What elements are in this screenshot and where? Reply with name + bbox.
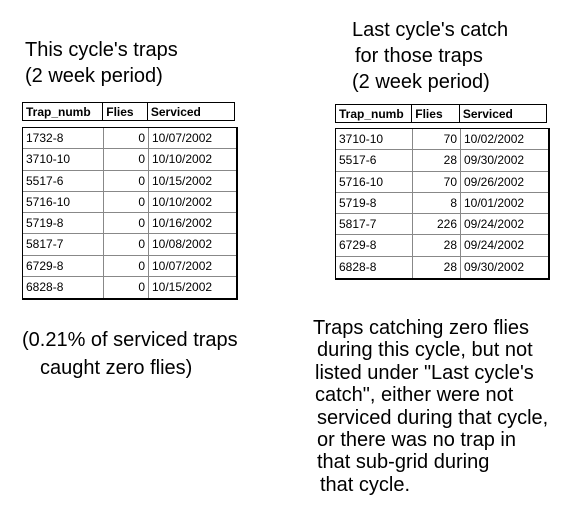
header-cell: Serviced <box>150 105 201 119</box>
title: for those traps <box>355 45 483 67</box>
note-line: catch", either were not <box>315 384 514 407</box>
table-cell: 8 <box>413 192 461 214</box>
table-cell: 28 <box>413 256 461 279</box>
table-body: 3710-10 70 10/02/2002 5517-6 28 09/30/2002 571… <box>335 128 550 281</box>
table-cell: 70 <box>413 129 461 150</box>
header-cell: Flies <box>412 105 460 122</box>
table-cell: 5517-6 <box>336 150 413 171</box>
table-row: 1732-8 0 10/07/2002 <box>23 128 236 150</box>
table-cell: 6828-8 <box>23 277 104 299</box>
table-row: 5817-7 0 10/08/2002 <box>23 234 236 256</box>
table-cell: 0 <box>104 170 149 191</box>
table-row: 5716-10 0 10/10/2002 <box>23 191 236 214</box>
table-cell: 0 <box>104 234 149 255</box>
table-cell: 5719-8 <box>336 192 413 214</box>
note: (0.21% of serviced traps <box>22 329 238 351</box>
table-cell: 10/16/2002 <box>152 216 213 231</box>
table-row: 5719-8 8 10/01/2002 <box>336 192 548 215</box>
table-cell: 28 <box>413 150 461 171</box>
table-cell: 10/07/2002 <box>152 131 213 145</box>
table-cell: 09/26/2002 <box>464 174 525 189</box>
table-cell: 09/24/2002 <box>464 217 525 232</box>
table-cell: 6729-8 <box>23 255 104 277</box>
table-cell: 09/24/2002 <box>464 238 525 253</box>
header-cell: Trap_numb <box>23 103 104 120</box>
header-cell: Serviced <box>462 107 513 121</box>
table-header: Trap_numb Flies Serviced <box>22 102 235 121</box>
note-line: during this cycle, but not <box>317 339 533 362</box>
table-cell: 0 <box>104 149 149 170</box>
table-row: 6729-8 0 10/07/2002 <box>23 255 236 278</box>
table-row: 6729-8 28 09/24/2002 <box>336 235 548 257</box>
table-row: 3710-10 0 10/10/2002 <box>23 149 236 171</box>
table-cell: 10/10/2002 <box>152 152 213 167</box>
table-cell: 6729-8 <box>336 235 413 256</box>
table-row: 6828-8 28 09/30/2002 <box>336 256 548 279</box>
title: (2 week period) <box>25 65 163 87</box>
table-cell: 0 <box>104 128 149 149</box>
table-cell: 5517-6 <box>23 170 104 191</box>
table-cell: 5719-8 <box>23 213 104 234</box>
table-cell: 10/02/2002 <box>464 132 525 146</box>
table-cell: 10/15/2002 <box>152 173 213 188</box>
note-line: serviced during that cycle, <box>317 406 549 429</box>
table-cell: 10/10/2002 <box>152 194 213 209</box>
title: (2 week period) <box>352 71 490 93</box>
table-cell: 10/08/2002 <box>152 237 213 252</box>
table-cell: 70 <box>413 171 461 192</box>
table-row: 5716-10 70 09/26/2002 <box>336 171 548 193</box>
table-row: 3710-10 70 10/02/2002 <box>336 129 548 151</box>
table-header: Trap_numb Flies Serviced <box>335 104 547 123</box>
table-cell: 6828-8 <box>336 256 413 279</box>
table-cell: 0 <box>104 255 149 277</box>
table-cell: 09/30/2002 <box>464 153 525 168</box>
table-cell: 5817-7 <box>23 234 104 255</box>
title: This cycle's traps <box>25 39 178 61</box>
table-cell: 09/30/2002 <box>464 259 525 274</box>
header-cell: Trap_numb <box>336 105 413 122</box>
header-cell: Flies <box>103 103 148 120</box>
table-row: 6828-8 0 10/15/2002 <box>23 277 236 299</box>
table-cell: 1732-8 <box>23 128 104 149</box>
table-row: 5719-8 0 10/16/2002 <box>23 213 236 235</box>
table-cell: 0 <box>104 213 149 234</box>
table-cell: 28 <box>413 235 461 256</box>
note-line: listed under "Last cycle's <box>315 361 534 384</box>
table-cell: 0 <box>104 191 149 213</box>
table-cell: 0 <box>104 277 149 299</box>
table-row: 5517-6 28 09/30/2002 <box>336 150 548 172</box>
table-cell: 10/01/2002 <box>464 195 525 210</box>
table-cell: 5817-7 <box>336 214 413 235</box>
note-line: that cycle. <box>320 473 411 496</box>
note-line: or there was no trap in <box>317 429 516 451</box>
table-cell: 10/07/2002 <box>152 258 213 273</box>
table-cell: 3710-10 <box>336 129 413 150</box>
table-body: 1732-8 0 10/07/2002 3710-10 0 10/10/2002 5517-… <box>22 127 238 301</box>
note-line: that sub-grid during <box>317 451 490 474</box>
note: caught zero flies) <box>40 357 193 379</box>
table-cell: 3710-10 <box>23 149 104 170</box>
table-cell: 10/15/2002 <box>152 280 213 295</box>
table-cell: 226 <box>413 214 461 235</box>
title: Last cycle's catch <box>352 19 509 41</box>
table-cell: 5716-10 <box>336 171 413 192</box>
table-row: 5517-6 0 10/15/2002 <box>23 170 236 192</box>
table-cell: 5716-10 <box>23 191 104 213</box>
note-line: Traps catching zero flies <box>313 317 530 339</box>
table-row: 5817-7 226 09/24/2002 <box>336 214 548 236</box>
